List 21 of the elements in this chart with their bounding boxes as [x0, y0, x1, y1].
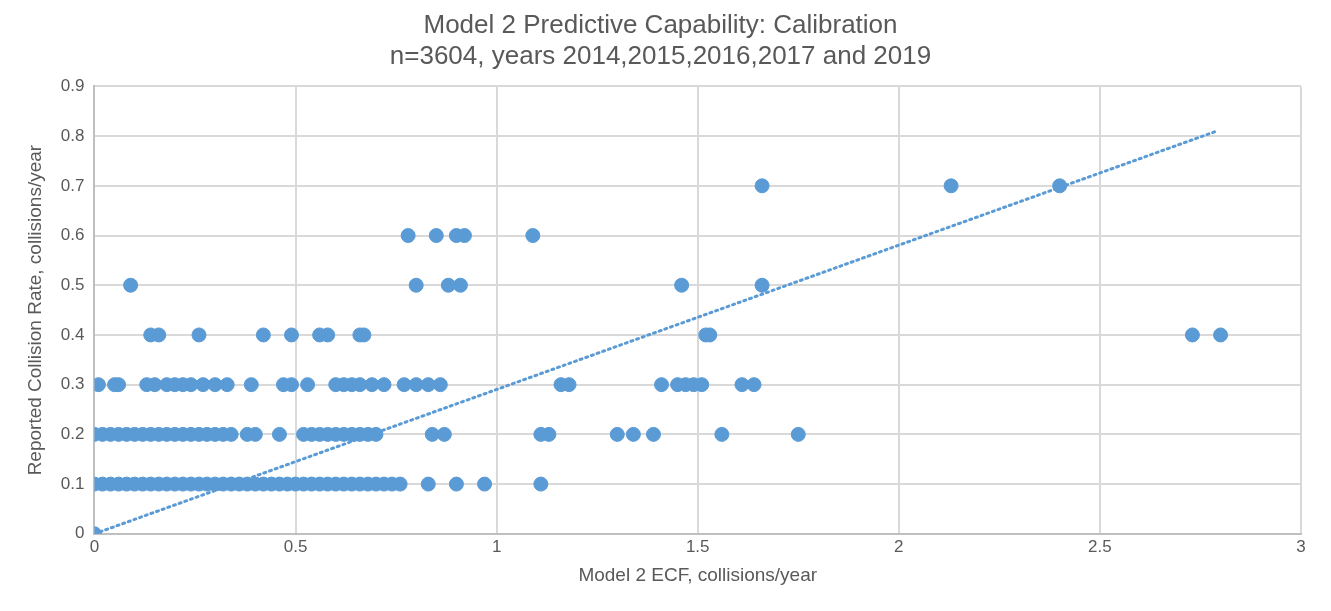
x-tick-label: 1: [491, 536, 502, 556]
x-tick-label: 0.5: [283, 536, 308, 556]
x-tick-label: 1.5: [685, 536, 710, 556]
x-tick-label: 3: [1296, 536, 1306, 556]
y-tick-label: 0.4: [60, 324, 85, 344]
chart-subtitle: n=3604, years 2014,2015,2016,2017 and 2019: [389, 39, 932, 70]
y-tick-label: 0.2: [60, 424, 85, 444]
y-tick-label: 0.1: [60, 473, 85, 493]
y-tick-label: 0.7: [60, 175, 85, 195]
y-tick-label: 0.6: [60, 225, 85, 245]
y-tick-label: 0.3: [60, 374, 85, 394]
y-tick-label: 0.9: [60, 76, 85, 96]
y-tick-label: 0.8: [60, 125, 85, 145]
x-tick-label: 0: [89, 536, 100, 556]
chart-title: Model 2 Predictive Capability: Calibration: [423, 8, 898, 39]
y-tick-label: 0: [74, 523, 85, 543]
x-tick-label: 2: [894, 536, 904, 556]
x-axis-title: Model 2 ECF, collisions/year: [578, 563, 818, 585]
x-tick-label: 2.5: [1088, 536, 1112, 556]
y-axis-title: Reported Collision Rate, collisions/year: [23, 144, 45, 476]
y-tick-label: 0.5: [60, 274, 85, 294]
